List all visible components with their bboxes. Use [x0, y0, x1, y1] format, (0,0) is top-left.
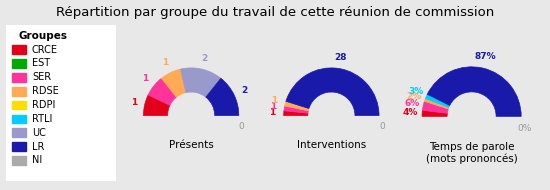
Wedge shape: [180, 68, 221, 97]
Text: 1: 1: [271, 96, 278, 105]
Text: 1: 1: [130, 98, 137, 107]
Wedge shape: [284, 111, 308, 116]
Text: SER: SER: [32, 72, 51, 82]
Text: 3%: 3%: [408, 87, 424, 96]
Text: Temps de parole
(mots prononcés): Temps de parole (mots prononcés): [426, 142, 518, 164]
Text: 2: 2: [241, 86, 248, 95]
Text: Interventions: Interventions: [297, 140, 366, 150]
Text: 1: 1: [142, 74, 148, 83]
Text: 0: 0: [379, 122, 385, 131]
Wedge shape: [161, 69, 186, 97]
Text: 1: 1: [270, 108, 276, 117]
Bar: [12, 128, 26, 137]
Wedge shape: [148, 78, 177, 105]
Text: NI: NI: [32, 155, 42, 165]
Text: Présents: Présents: [169, 140, 213, 150]
Wedge shape: [425, 94, 450, 108]
Bar: [12, 101, 26, 109]
Text: 2: 2: [201, 54, 207, 63]
FancyBboxPatch shape: [2, 20, 119, 185]
Bar: [12, 87, 26, 96]
Text: RDSE: RDSE: [32, 86, 59, 96]
Bar: [12, 115, 26, 123]
Text: 2%: 2%: [406, 92, 421, 101]
Text: Groupes: Groupes: [19, 31, 68, 41]
Text: 87%: 87%: [475, 52, 497, 61]
Text: 28: 28: [334, 53, 346, 62]
Wedge shape: [422, 101, 448, 113]
Text: CRCE: CRCE: [32, 45, 58, 55]
Text: LR: LR: [32, 142, 45, 152]
Wedge shape: [284, 106, 309, 113]
Text: 6%: 6%: [404, 99, 420, 108]
Text: EST: EST: [32, 59, 50, 68]
Bar: [12, 142, 26, 151]
Wedge shape: [422, 110, 447, 116]
Text: RTLI: RTLI: [32, 114, 52, 124]
Bar: [12, 73, 26, 82]
Text: 1: 1: [162, 58, 169, 67]
Text: RDPI: RDPI: [32, 100, 55, 110]
Bar: [12, 45, 26, 54]
Wedge shape: [425, 98, 449, 109]
Wedge shape: [206, 78, 239, 116]
Text: 0: 0: [239, 122, 245, 131]
Wedge shape: [285, 101, 309, 111]
Text: UC: UC: [32, 128, 46, 138]
Bar: [12, 59, 26, 68]
Text: 0%: 0%: [517, 124, 531, 132]
Bar: [12, 156, 26, 165]
Wedge shape: [144, 95, 170, 116]
Text: Répartition par groupe du travail de cette réunion de commission: Répartition par groupe du travail de cet…: [56, 6, 494, 19]
Text: 1: 1: [270, 102, 276, 111]
Wedge shape: [427, 67, 521, 116]
Text: 4%: 4%: [403, 108, 418, 117]
Wedge shape: [286, 68, 379, 116]
